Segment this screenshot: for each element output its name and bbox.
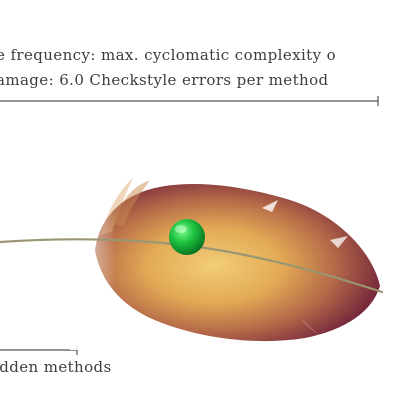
top-scale-rule xyxy=(0,96,379,106)
feather-glyph xyxy=(70,170,380,350)
frequency-annotation: e frequency: max. cyclomatic complexity … xyxy=(0,46,337,64)
damage-annotation: amage: 6.0 Checkstyle errors per method xyxy=(0,71,329,89)
feather-shaft xyxy=(0,238,384,294)
green-sphere-marker[interactable] xyxy=(169,219,205,255)
hidden-methods-annotation: idden methods xyxy=(0,358,112,376)
bottom-scale-rule xyxy=(0,345,78,355)
